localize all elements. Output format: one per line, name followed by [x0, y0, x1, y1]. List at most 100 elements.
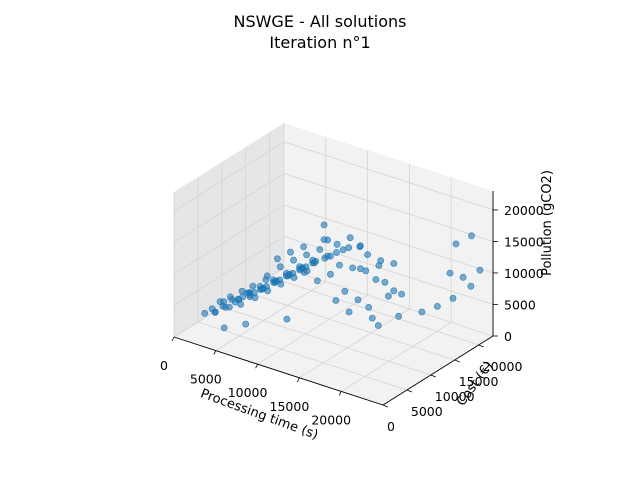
- data-point: [349, 264, 356, 272]
- data-point: [201, 309, 209, 317]
- x-tick-label: 0: [160, 358, 168, 373]
- grid-line-z-left: [173, 204, 285, 275]
- data-point: [300, 268, 308, 276]
- x-tick-label: 10000: [228, 385, 268, 400]
- y-tick-label: 10000: [435, 389, 475, 404]
- data-point: [433, 302, 441, 310]
- data-point: [320, 221, 328, 229]
- data-point: [251, 294, 259, 302]
- data-point: [283, 315, 291, 323]
- y-tick-mark: [382, 404, 389, 408]
- data-point: [249, 282, 257, 290]
- data-point: [356, 265, 364, 273]
- data-point: [309, 256, 317, 264]
- data-point: [238, 287, 246, 295]
- data-point: [368, 314, 376, 322]
- y-tick-label: 15000: [459, 374, 499, 389]
- data-point: [290, 256, 297, 264]
- data-point: [377, 257, 385, 264]
- data-point: [459, 273, 467, 281]
- data-point: [384, 292, 392, 300]
- data-point: [313, 277, 321, 285]
- grid-line-z-back: [283, 141, 494, 211]
- grid-line-y-floor: [269, 276, 479, 346]
- data-point: [211, 308, 219, 316]
- data-point: [237, 300, 244, 308]
- data-point: [333, 240, 341, 248]
- data-point: [225, 303, 233, 311]
- x-tick-mark: [338, 391, 342, 396]
- y-tick-label: 0: [387, 419, 395, 434]
- y-tick-label: 20000: [483, 359, 523, 374]
- data-point: [332, 297, 340, 304]
- y-axis-line: [382, 335, 494, 406]
- data-point: [341, 287, 349, 295]
- data-point: [300, 243, 307, 251]
- data-point: [446, 269, 454, 277]
- x-tick-label: 20000: [311, 412, 351, 427]
- data-point: [264, 287, 272, 295]
- data-point: [323, 252, 331, 260]
- data-point: [327, 270, 334, 278]
- x-tick-mark: [213, 350, 217, 355]
- y-tick-mark: [454, 359, 460, 363]
- grid-line-y-floor: [245, 291, 455, 361]
- data-point: [216, 298, 224, 306]
- pane-left: [174, 123, 284, 337]
- data-point: [346, 234, 354, 242]
- data-point: [339, 246, 347, 254]
- x-tick-mark: [171, 336, 175, 342]
- data-point: [476, 266, 484, 274]
- grid-line-x-floor: [215, 281, 327, 351]
- x-axis-line: [173, 336, 384, 406]
- z-tick-label: 0: [504, 329, 512, 344]
- data-point: [468, 232, 475, 240]
- x-tick-label: 15000: [270, 399, 310, 414]
- data-point: [365, 303, 373, 311]
- data-point: [354, 296, 362, 304]
- grid-line-z-back: [283, 173, 494, 242]
- grid-line-z-left: [173, 236, 285, 306]
- axis-lines: [171, 191, 498, 408]
- chart-title: NSWGE - All solutions: [233, 12, 407, 31]
- data-point: [364, 251, 371, 258]
- data-point: [276, 263, 284, 271]
- data-point: [452, 240, 460, 248]
- data-point: [374, 322, 382, 329]
- data-point: [395, 312, 402, 320]
- x-tick-mark: [255, 364, 258, 369]
- data-point: [467, 282, 475, 290]
- y-tick-mark: [430, 374, 436, 378]
- z-axis-label: Pollution (gCO2): [540, 170, 555, 276]
- data-point: [256, 283, 264, 290]
- data-point: [356, 243, 364, 251]
- grid-line-z-left: [173, 141, 285, 212]
- x-tick-label: 5000: [190, 372, 222, 387]
- data-point: [418, 308, 426, 316]
- data-point: [345, 308, 353, 316]
- data-point: [398, 290, 405, 298]
- grid-line-x-floor: [257, 294, 368, 365]
- pane-back: [284, 123, 493, 336]
- data-point: [303, 251, 310, 259]
- y-tick-mark: [406, 389, 413, 393]
- grid-line-x-floor: [340, 322, 452, 392]
- z-tick-label: 5000: [504, 298, 536, 313]
- z-tick-label: 10000: [504, 266, 544, 281]
- data-point: [372, 276, 380, 283]
- data-point: [277, 280, 285, 288]
- chart-subtitle: Iteration n°1: [269, 33, 371, 52]
- data-point: [269, 276, 277, 284]
- data-points: [201, 221, 484, 332]
- data-point: [390, 260, 398, 267]
- grid-line-z-back: [283, 204, 494, 274]
- grid-line-x-floor: [299, 308, 410, 379]
- data-point: [333, 249, 340, 256]
- y-tick-mark: [478, 344, 484, 348]
- y-tick-label: 5000: [411, 404, 443, 419]
- data-point: [220, 324, 228, 332]
- grid-line-z-left: [173, 173, 285, 243]
- data-point: [282, 269, 290, 277]
